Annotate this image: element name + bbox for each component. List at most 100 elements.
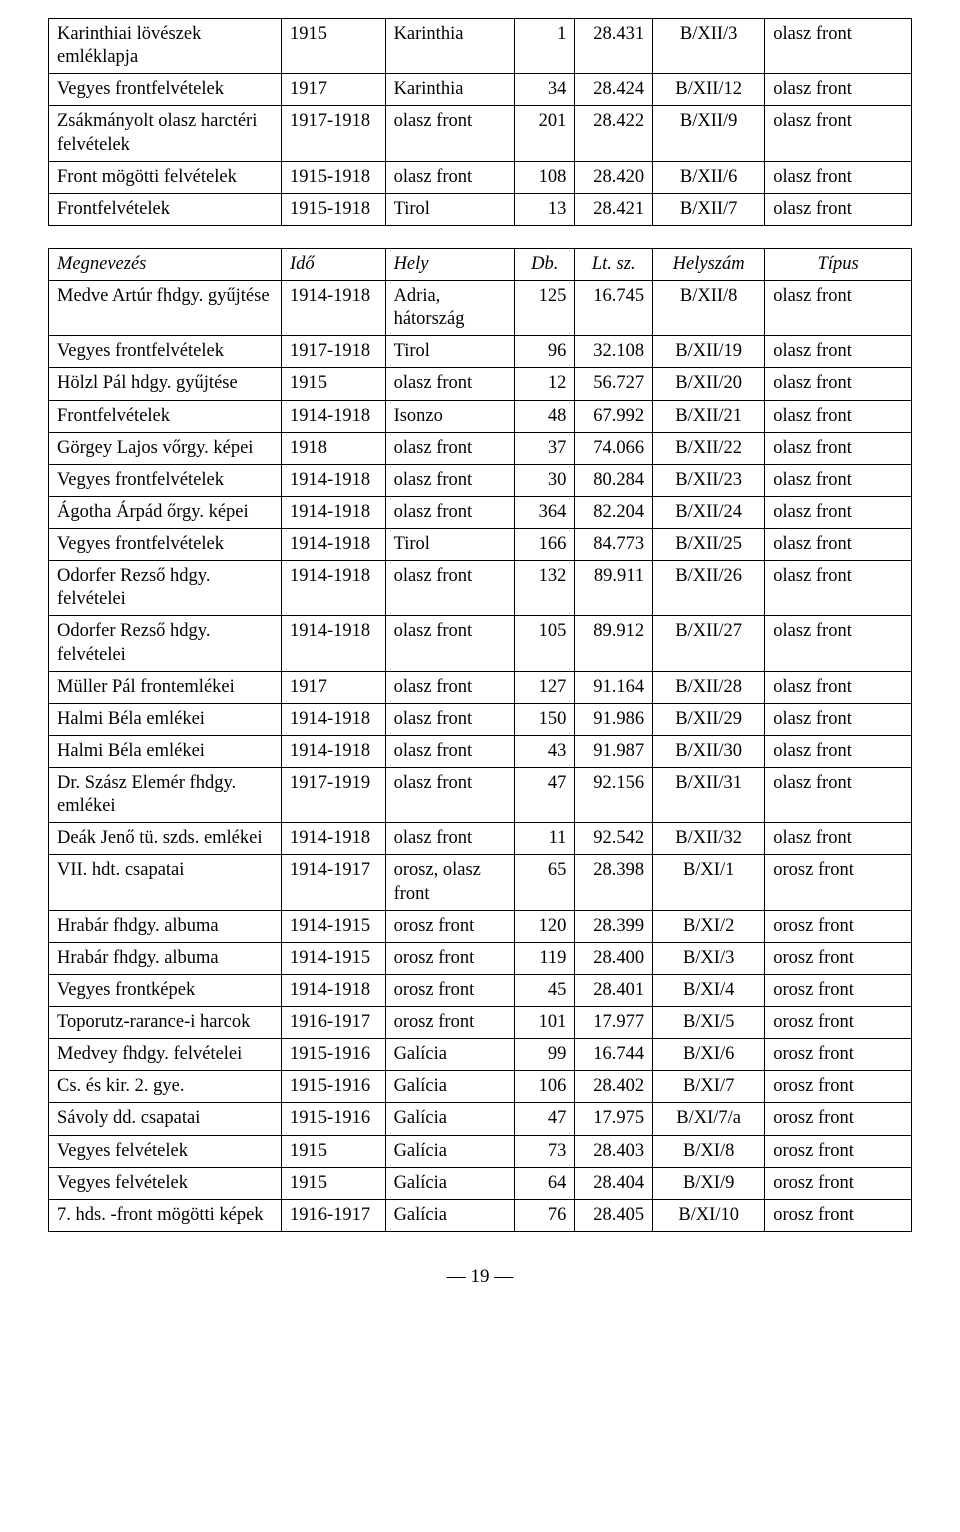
cell-name: Halmi Béla emlékei: [49, 703, 282, 735]
cell-ltsz: 28.403: [575, 1135, 653, 1167]
cell-name: Medve Artúr fhdgy. gyűjtése: [49, 281, 282, 336]
cell-ido: 1914-1917: [282, 855, 386, 910]
cell-ltsz: 74.066: [575, 432, 653, 464]
document-page: Karinthiai lövészek emléklapja1915Karint…: [0, 0, 960, 1312]
cell-hely: olasz front: [385, 496, 514, 528]
table-row: Halmi Béla emlékei1914-1918olasz front43…: [49, 735, 912, 767]
cell-tipus: olasz front: [765, 336, 912, 368]
cell-name: Cs. és kir. 2. gye.: [49, 1071, 282, 1103]
cell-tipus: olasz front: [765, 464, 912, 496]
cell-tipus: orosz front: [765, 1103, 912, 1135]
cell-name: Frontfelvételek: [49, 400, 282, 432]
cell-db: 201: [515, 106, 575, 161]
table-header-hsz: Helyszám: [653, 248, 765, 280]
cell-tipus: orosz front: [765, 1135, 912, 1167]
cell-tipus: olasz front: [765, 281, 912, 336]
cell-name: Odorfer Rezső hdgy. felvételei: [49, 561, 282, 616]
cell-tipus: olasz front: [765, 432, 912, 464]
cell-ltsz: 28.405: [575, 1199, 653, 1231]
table-row: Vegyes frontfelvételek1917Karinthia3428.…: [49, 74, 912, 106]
cell-hely: Tirol: [385, 529, 514, 561]
cell-tipus: orosz front: [765, 974, 912, 1006]
cell-ido: 1914-1918: [282, 281, 386, 336]
cell-name: Görgey Lajos vőrgy. képei: [49, 432, 282, 464]
table-row: Front mögötti felvételek1915-1918olasz f…: [49, 161, 912, 193]
cell-ltsz: 17.975: [575, 1103, 653, 1135]
table-header-db: Db.: [515, 248, 575, 280]
cell-ltsz: 67.992: [575, 400, 653, 432]
cell-db: 76: [515, 1199, 575, 1231]
cell-hsz: B/XII/22: [653, 432, 765, 464]
cell-name: Vegyes felvételek: [49, 1135, 282, 1167]
table-row: Dr. Szász Elemér fhdgy. emlékei1917-1919…: [49, 768, 912, 823]
cell-name: Müller Pál frontemlékei: [49, 671, 282, 703]
cell-hely: orosz, olasz front: [385, 855, 514, 910]
page-number: — 19 —: [48, 1266, 912, 1288]
cell-ltsz: 28.420: [575, 161, 653, 193]
cell-ltsz: 84.773: [575, 529, 653, 561]
cell-ltsz: 28.422: [575, 106, 653, 161]
cell-hely: olasz front: [385, 703, 514, 735]
cell-ltsz: 28.398: [575, 855, 653, 910]
cell-ido: 1916-1917: [282, 1007, 386, 1039]
cell-tipus: olasz front: [765, 735, 912, 767]
cell-hsz: B/XII/25: [653, 529, 765, 561]
cell-hsz: B/XII/8: [653, 281, 765, 336]
cell-ido: 1915-1916: [282, 1103, 386, 1135]
cell-hely: Adria, hátország: [385, 281, 514, 336]
cell-name: Hölzl Pál hdgy. gyűjtése: [49, 368, 282, 400]
cell-hely: olasz front: [385, 561, 514, 616]
table-row: Vegyes felvételek1915Galícia7328.403B/XI…: [49, 1135, 912, 1167]
cell-hely: olasz front: [385, 768, 514, 823]
cell-db: 364: [515, 496, 575, 528]
cell-ido: 1915: [282, 19, 386, 74]
cell-hely: olasz front: [385, 823, 514, 855]
table-spacer: [48, 226, 912, 248]
cell-tipus: orosz front: [765, 855, 912, 910]
cell-hsz: B/XII/30: [653, 735, 765, 767]
cell-hely: Galícia: [385, 1039, 514, 1071]
cell-hely: orosz front: [385, 974, 514, 1006]
cell-hsz: B/XI/3: [653, 942, 765, 974]
cell-ltsz: 28.401: [575, 974, 653, 1006]
cell-ltsz: 91.987: [575, 735, 653, 767]
cell-tipus: olasz front: [765, 193, 912, 225]
cell-ltsz: 28.431: [575, 19, 653, 74]
cell-db: 105: [515, 616, 575, 671]
cell-hely: Tirol: [385, 193, 514, 225]
cell-ido: 1914-1918: [282, 703, 386, 735]
cell-hsz: B/XI/8: [653, 1135, 765, 1167]
cell-tipus: olasz front: [765, 823, 912, 855]
cell-hely: Karinthia: [385, 19, 514, 74]
cell-db: 30: [515, 464, 575, 496]
cell-db: 166: [515, 529, 575, 561]
cell-hely: orosz front: [385, 910, 514, 942]
cell-hsz: B/XII/9: [653, 106, 765, 161]
cell-hsz: B/XII/19: [653, 336, 765, 368]
cell-hely: Galícia: [385, 1199, 514, 1231]
cell-ltsz: 28.402: [575, 1071, 653, 1103]
cell-hsz: B/XII/31: [653, 768, 765, 823]
cell-hsz: B/XII/20: [653, 368, 765, 400]
table-row: Odorfer Rezső hdgy. felvételei1914-1918o…: [49, 561, 912, 616]
table-row: Odorfer Rezső hdgy. felvételei1914-1918o…: [49, 616, 912, 671]
cell-name: Halmi Béla emlékei: [49, 735, 282, 767]
cell-ido: 1915: [282, 1167, 386, 1199]
cell-db: 43: [515, 735, 575, 767]
cell-db: 34: [515, 74, 575, 106]
cell-db: 37: [515, 432, 575, 464]
cell-name: Ágotha Árpád őrgy. képei: [49, 496, 282, 528]
cell-hely: Isonzo: [385, 400, 514, 432]
table-header-row: MegnevezésIdőHelyDb.Lt. sz.HelyszámTípus: [49, 248, 912, 280]
cell-tipus: olasz front: [765, 368, 912, 400]
cell-ido: 1917: [282, 74, 386, 106]
table-row: Sávoly dd. csapatai1915-1916Galícia4717.…: [49, 1103, 912, 1135]
cell-ltsz: 89.912: [575, 616, 653, 671]
cell-ido: 1914-1915: [282, 910, 386, 942]
cell-hely: orosz front: [385, 942, 514, 974]
cell-ido: 1917-1919: [282, 768, 386, 823]
cell-name: Vegyes felvételek: [49, 1167, 282, 1199]
cell-ido: 1914-1915: [282, 942, 386, 974]
cell-name: Vegyes frontfelvételek: [49, 336, 282, 368]
table-row: Hrabár fhdgy. albuma1914-1915orosz front…: [49, 942, 912, 974]
